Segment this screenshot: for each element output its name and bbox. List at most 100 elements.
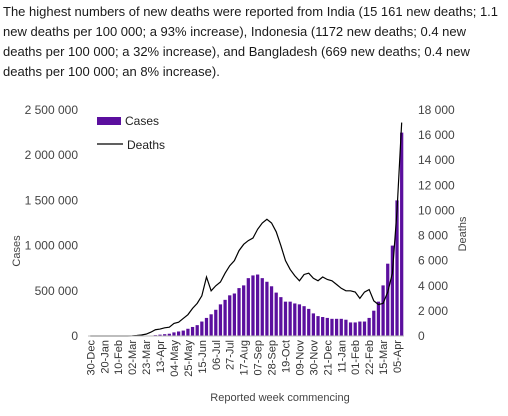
deaths-line bbox=[90, 122, 403, 337]
x-tick-label: 23-Mar bbox=[141, 340, 153, 375]
intro-paragraph: The highest numbers of new deaths were r… bbox=[3, 4, 499, 79]
bar-cases bbox=[339, 318, 343, 336]
x-tick-label: 15-Mar bbox=[378, 340, 390, 375]
y-tick-label: 1 500 000 bbox=[25, 193, 79, 207]
bar-cases bbox=[200, 321, 204, 336]
y-tick-label: 500 000 bbox=[35, 284, 79, 298]
bar-cases bbox=[311, 313, 316, 336]
legend-label-cases: Cases bbox=[125, 114, 159, 128]
bar-cases bbox=[321, 317, 325, 336]
y-axis-label: Cases bbox=[11, 235, 23, 267]
bar-cases bbox=[330, 318, 334, 336]
bar-cases bbox=[362, 321, 367, 336]
bar-cases bbox=[186, 328, 190, 336]
bar-cases bbox=[274, 292, 278, 336]
bar-cases bbox=[181, 330, 185, 336]
bar-cases bbox=[195, 325, 199, 336]
bar-cases bbox=[158, 334, 162, 336]
x-tick-label: 09-Nov bbox=[294, 340, 306, 376]
x-tick-label: 17-Aug bbox=[239, 340, 251, 375]
bar-cases bbox=[242, 285, 246, 336]
y2-tick-label: 14 000 bbox=[418, 153, 455, 167]
y2-tick-label: 2 000 bbox=[418, 304, 448, 318]
bar-cases bbox=[260, 278, 264, 336]
bar-cases bbox=[237, 288, 241, 336]
bar-cases bbox=[316, 316, 320, 336]
x-tick-label: 25-May bbox=[183, 340, 195, 377]
y2-tick-label: 10 000 bbox=[418, 203, 455, 217]
x-tick-label: 01-Feb bbox=[350, 340, 362, 375]
x-tick-label: 22-Feb bbox=[364, 340, 376, 375]
y2-tick-label: 0 bbox=[418, 329, 425, 343]
bar-cases bbox=[214, 309, 218, 336]
y-tick-label: 0 bbox=[71, 329, 78, 343]
x-tick-label: 15-Jun bbox=[197, 340, 209, 374]
bar-cases bbox=[223, 299, 227, 336]
y2-tick-label: 12 000 bbox=[418, 178, 455, 192]
y2-tick-label: 6 000 bbox=[418, 254, 448, 268]
bar-cases bbox=[232, 293, 237, 336]
x-tick-label: 21-Dec bbox=[322, 340, 334, 376]
y2-tick-label: 4 000 bbox=[418, 279, 448, 293]
bar-cases bbox=[251, 275, 255, 336]
bar-cases bbox=[297, 304, 302, 336]
y2-tick-label: 18 000 bbox=[418, 103, 455, 117]
x-tick-label: 30-Dec bbox=[85, 340, 97, 376]
x-tick-label: 19-Oct bbox=[281, 340, 293, 373]
bar-cases bbox=[353, 322, 357, 336]
bar-cases bbox=[395, 200, 399, 336]
x-tick-label: 06-Jul bbox=[211, 340, 223, 370]
x-tick-label: 10-Feb bbox=[113, 340, 125, 375]
bar-cases bbox=[209, 314, 213, 336]
bar-cases bbox=[269, 286, 274, 336]
bar-cases bbox=[163, 334, 167, 336]
bar-cases bbox=[172, 332, 176, 336]
bar-cases bbox=[400, 132, 404, 336]
bar-cases bbox=[204, 317, 209, 336]
bar-cases bbox=[246, 278, 250, 336]
bar-cases bbox=[176, 331, 181, 336]
x-tick-label: 30-Nov bbox=[308, 340, 320, 376]
bar-cases bbox=[228, 295, 232, 336]
bar-cases bbox=[367, 317, 371, 336]
bar-cases bbox=[358, 321, 362, 336]
y2-tick-label: 16 000 bbox=[418, 128, 455, 142]
cases-deaths-chart: 0 500 000 1 000 000 1 500 000 2 000 000 2 500… bbox=[11, 103, 469, 404]
bar-cases bbox=[288, 301, 292, 336]
x-tick-label: 05-Apr bbox=[392, 340, 404, 373]
x-tick-label: 27-Jul bbox=[225, 340, 237, 370]
legend-label-deaths: Deaths bbox=[127, 138, 165, 152]
bar-cases bbox=[381, 285, 385, 336]
x-tick-label: 20-Jan bbox=[99, 340, 111, 374]
bar-cases bbox=[390, 245, 395, 336]
bar-cases bbox=[302, 306, 306, 336]
y-tick-label: 1 000 000 bbox=[25, 239, 79, 253]
y-tick-label: 2 000 000 bbox=[25, 148, 79, 162]
x-tick-label: 07-Sep bbox=[253, 340, 265, 375]
x-tick-label: 04-May bbox=[169, 340, 181, 377]
x-tick-label: 13-Apr bbox=[155, 340, 167, 373]
x-axis: 30-Dec 20-Jan 10-Feb 02-Mar 23-Mar 13-Apr 04-M… bbox=[85, 340, 404, 377]
x-tick-label: 02-Mar bbox=[127, 340, 139, 375]
bar-cases bbox=[283, 301, 288, 336]
bar-cases bbox=[372, 310, 376, 336]
y2-tick-label: 8 000 bbox=[418, 229, 448, 243]
x-tick-label: 11-Jan bbox=[336, 340, 348, 373]
bar-cases bbox=[334, 318, 339, 336]
y-axis-left: 0 500 000 1 000 000 1 500 000 2 000 000 2 500… bbox=[25, 103, 79, 343]
bar-cases bbox=[218, 304, 223, 336]
y2-axis-label: Deaths bbox=[457, 216, 469, 251]
bar-cases bbox=[386, 263, 390, 336]
bar-cases bbox=[376, 301, 381, 336]
bar-cases bbox=[307, 308, 311, 336]
bars-group bbox=[139, 132, 404, 336]
legend-swatch-cases bbox=[97, 117, 121, 125]
bar-cases bbox=[265, 281, 269, 336]
bar-cases bbox=[348, 322, 353, 336]
bar-cases bbox=[293, 303, 297, 336]
bar-cases bbox=[344, 319, 348, 336]
bar-cases bbox=[255, 274, 260, 336]
x-tick-label: 28-Sep bbox=[267, 340, 279, 375]
bar-cases bbox=[325, 317, 329, 336]
bar-cases bbox=[279, 297, 283, 336]
